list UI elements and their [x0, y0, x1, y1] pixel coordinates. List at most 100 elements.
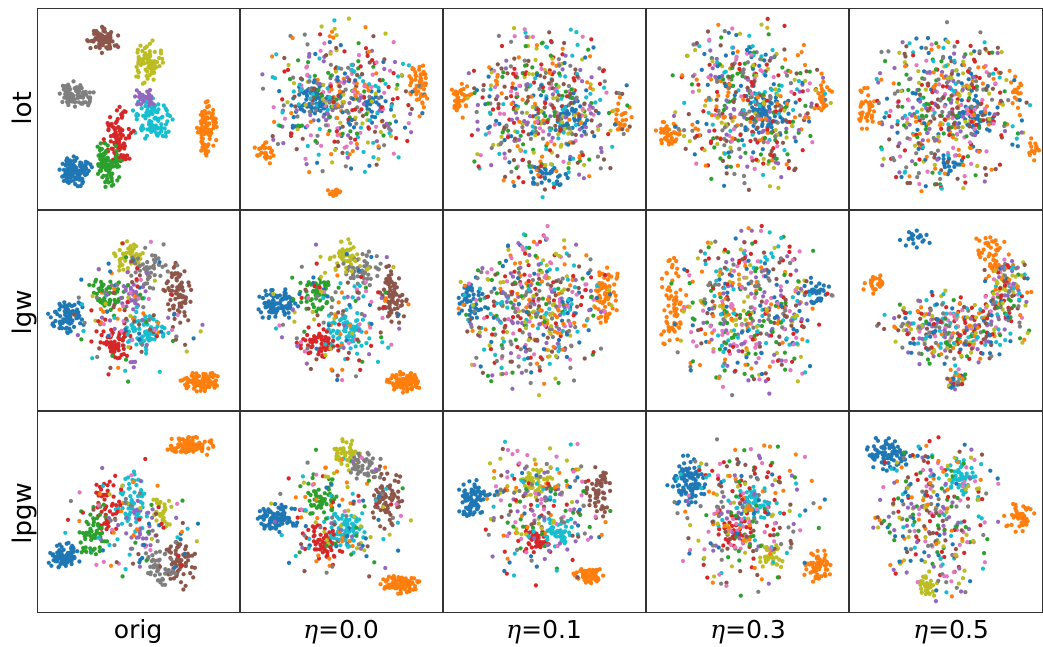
- scatter-point: [271, 300, 276, 305]
- scatter-point: [796, 78, 802, 84]
- scatter-point: [295, 127, 300, 132]
- scatter-point: [773, 134, 778, 139]
- scatter-point: [75, 175, 80, 180]
- scatter-point: [82, 320, 87, 325]
- scatter-point: [387, 306, 392, 311]
- scatter-point: [114, 137, 120, 142]
- scatter-point: [391, 71, 396, 76]
- scatter-point: [728, 128, 733, 133]
- scatter-point: [363, 285, 368, 290]
- scatter-point: [344, 252, 349, 257]
- scatter-point: [949, 93, 954, 98]
- scatter-point: [878, 71, 883, 76]
- scatter-point: [400, 390, 405, 395]
- scatter-point: [151, 77, 156, 82]
- scatter-point: [108, 134, 114, 139]
- scatter-point: [785, 152, 790, 157]
- scatter-point: [927, 126, 932, 131]
- scatter-point: [345, 259, 350, 264]
- scatter-point: [574, 242, 579, 247]
- scatter-point: [1029, 136, 1034, 141]
- scatter-point: [703, 163, 708, 168]
- scatter-point: [386, 345, 391, 350]
- scatter-point: [312, 334, 317, 339]
- scatter-point: [952, 51, 957, 56]
- scatter-point: [280, 97, 285, 102]
- scatter-point: [291, 89, 296, 94]
- scatter-point: [318, 254, 323, 259]
- scatter-point: [71, 162, 76, 167]
- scatter-point: [914, 151, 919, 156]
- scatter-point: [718, 43, 723, 48]
- scatter-point: [548, 114, 553, 119]
- scatter-point: [112, 315, 117, 320]
- scatter-point: [532, 165, 538, 170]
- scatter-point: [897, 170, 902, 175]
- scatter-point: [715, 115, 720, 120]
- scatter-point: [364, 112, 369, 117]
- scatter-point: [766, 32, 771, 37]
- scatter-point: [137, 273, 142, 278]
- scatter-point: [118, 256, 123, 262]
- scatter-point: [509, 134, 514, 139]
- scatter-point: [566, 83, 572, 89]
- scatter-point: [542, 121, 547, 126]
- scatter-point: [211, 373, 216, 379]
- scatter-point: [374, 124, 379, 129]
- scatter-point: [487, 130, 492, 135]
- scatter-point: [351, 273, 356, 278]
- scatter-point: [364, 330, 369, 335]
- scatter-point: [526, 71, 531, 76]
- scatter-point: [349, 166, 354, 171]
- scatter-point: [302, 109, 307, 114]
- scatter-point: [303, 102, 308, 107]
- scatter-point: [550, 61, 555, 66]
- scatter-point: [680, 73, 685, 78]
- scatter-point: [932, 88, 938, 93]
- scatter-point: [884, 110, 889, 115]
- scatter-point: [200, 124, 205, 130]
- scatter-point: [291, 297, 296, 302]
- scatter-point: [198, 329, 203, 334]
- scatter-point: [61, 173, 66, 178]
- scatter-point: [784, 162, 789, 167]
- scatter-point: [100, 288, 105, 293]
- scatter-point: [952, 44, 957, 49]
- scatter-point: [316, 322, 321, 327]
- scatter-point: [125, 270, 130, 275]
- scatter-point: [144, 329, 149, 334]
- scatter-point: [369, 343, 374, 348]
- scatter-point: [819, 71, 824, 76]
- scatter-point: [369, 299, 374, 304]
- scatter-point: [671, 113, 677, 119]
- scatter-point: [1002, 89, 1007, 94]
- scatter-point: [469, 133, 474, 138]
- scatter-point: [381, 133, 386, 138]
- scatter-point: [93, 279, 98, 284]
- scatter-point: [721, 77, 726, 82]
- scatter-point: [140, 317, 145, 323]
- scatter-point: [449, 87, 454, 92]
- scatter-point: [117, 175, 122, 180]
- scatter-point: [317, 56, 322, 61]
- scatter-point: [809, 101, 814, 106]
- scatter-point: [360, 359, 365, 364]
- scatter-point: [363, 280, 368, 285]
- scatter-point: [356, 296, 361, 301]
- scatter-point: [144, 342, 149, 347]
- scatter-point: [114, 108, 119, 113]
- scatter-point: [124, 316, 129, 321]
- scatter-point: [66, 82, 71, 87]
- scatter-point: [606, 132, 611, 137]
- scatter-point: [931, 59, 936, 64]
- scatter-point: [722, 143, 727, 148]
- scatter-point: [485, 101, 491, 106]
- scatter-point: [938, 123, 943, 128]
- scatter-point: [402, 125, 408, 130]
- scatter-point: [353, 115, 358, 120]
- scatter-point: [310, 337, 315, 342]
- scatter-point: [742, 93, 747, 99]
- scatter-point: [141, 56, 146, 62]
- scatter-point: [350, 265, 355, 270]
- scatter-point: [942, 104, 947, 109]
